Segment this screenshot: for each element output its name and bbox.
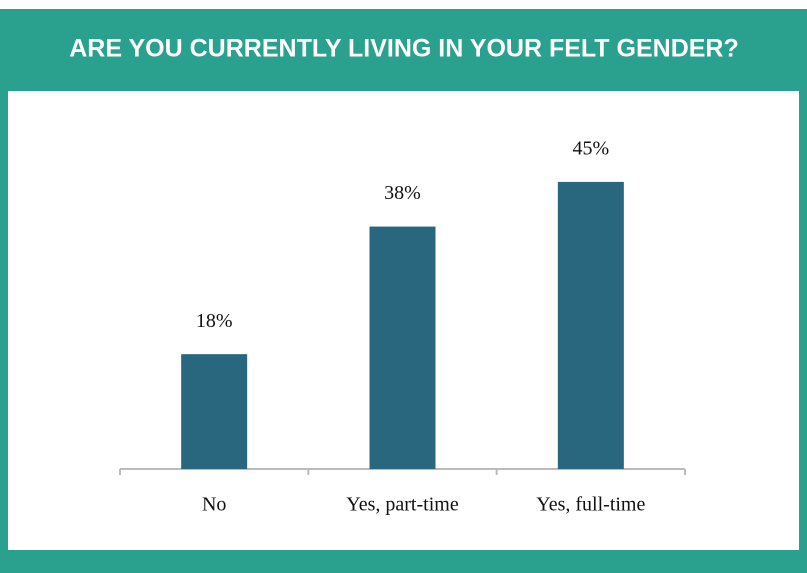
bar [369, 226, 436, 469]
x-tick-label: No [202, 494, 226, 516]
bar [181, 354, 248, 469]
data-label: 18% [196, 310, 233, 332]
x-tick-label: Yes, part-time [346, 494, 459, 516]
chart-title: ARE YOU CURRENTLY LIVING IN YOUR FELT GE… [69, 35, 739, 63]
x-tick-label: Yes, full-time [536, 494, 645, 516]
data-label: 38% [384, 182, 421, 204]
data-label: 45% [572, 137, 609, 159]
bar [557, 181, 624, 469]
